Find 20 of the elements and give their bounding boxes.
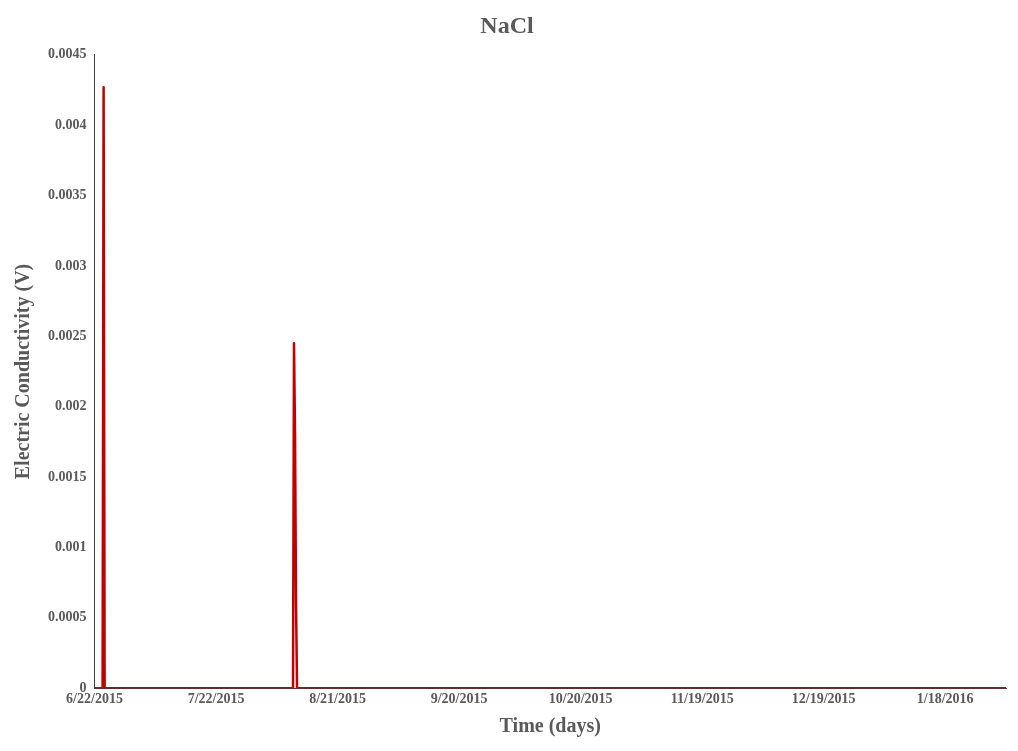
x-tick-label: 1/18/2016: [916, 691, 974, 707]
y-tick-label: 0.001: [55, 539, 87, 555]
y-tick-label: 0.0025: [48, 327, 87, 343]
y-tick-label: 0.0035: [48, 187, 87, 203]
x-axis-title: Time (days): [499, 714, 601, 738]
y-tick-label: 0.003: [55, 257, 87, 273]
y-tick-label: 0.004: [55, 116, 87, 132]
x-tick-label: 9/20/2015: [430, 691, 488, 707]
x-tick-label: 6/22/2015: [66, 691, 123, 707]
y-tick-label: 0.0045: [48, 46, 87, 62]
y-tick-label: 0.0015: [48, 468, 87, 484]
chart-title: NaCl: [480, 11, 534, 38]
x-tick-label: 8/21/2015: [309, 691, 366, 707]
x-tick-label: 10/20/2015: [548, 691, 613, 707]
x-tick-label: 11/19/2015: [670, 691, 734, 707]
x-tick-label: 7/22/2015: [187, 691, 245, 707]
y-axis-title: Electric Conductivity (V): [11, 263, 35, 480]
y-tick-label: 0.0005: [48, 609, 87, 625]
y-tick-label: 0.002: [55, 398, 87, 414]
x-tick-label: 12/19/2015: [791, 691, 856, 707]
